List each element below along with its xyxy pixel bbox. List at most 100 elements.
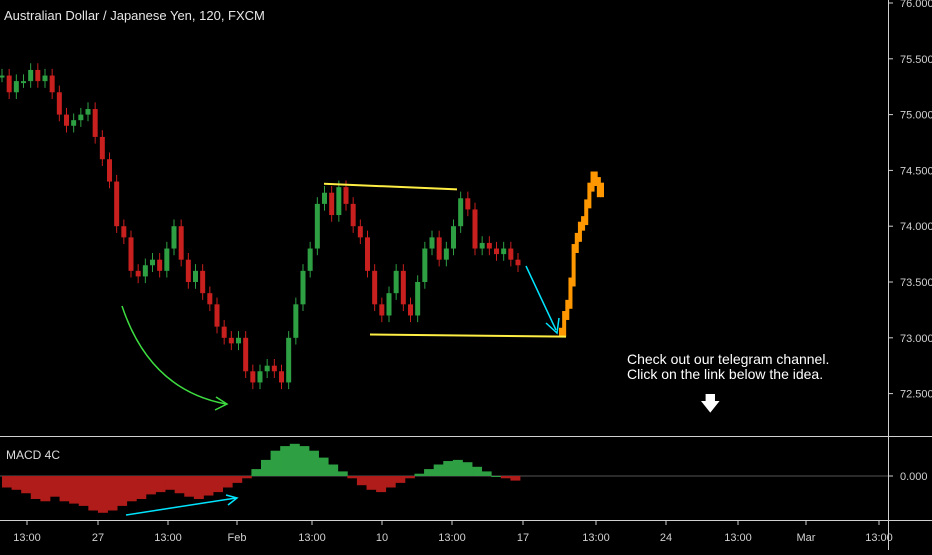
macd-bar <box>49 476 60 497</box>
candle-body <box>142 265 148 277</box>
candle-body <box>350 203 356 227</box>
candle-body <box>164 248 170 271</box>
candle-body <box>243 337 249 372</box>
macd-bar <box>203 476 214 496</box>
time-tick-label: 13:00 <box>298 532 326 544</box>
candle-body <box>400 270 406 305</box>
telegram-note-line2: Click on the link below the idea. <box>627 366 824 382</box>
candle-body <box>322 192 327 204</box>
candle-body <box>429 237 435 249</box>
candle-body <box>99 136 105 160</box>
time-tick-label: Feb <box>228 532 247 544</box>
candle-body <box>300 270 306 305</box>
macd-bar <box>481 471 492 476</box>
price-tick-label: 74.000 <box>900 221 932 233</box>
candle-body <box>451 226 456 249</box>
time-tick-label: 13:00 <box>154 532 182 544</box>
macd-bar <box>241 476 252 479</box>
candle-body <box>393 270 399 294</box>
candle-body <box>78 114 84 121</box>
candle-body <box>185 259 191 282</box>
macd-bar <box>376 476 387 493</box>
time-tick-label: 10 <box>376 532 388 544</box>
candle-body <box>64 114 69 126</box>
macd-bar <box>88 476 99 511</box>
macd-bar <box>11 476 22 490</box>
candle-body <box>408 304 413 316</box>
indicator-label: MACD 4C <box>6 448 61 462</box>
projection-bar <box>590 171 595 192</box>
price-tick-label: 73.000 <box>900 333 932 345</box>
macd-bar <box>155 476 166 493</box>
macd-bar <box>299 446 310 476</box>
candle-body <box>379 304 385 316</box>
candle-body <box>293 304 299 338</box>
macd-bar <box>107 476 118 511</box>
macd-bar <box>356 476 367 486</box>
macd-bar <box>136 476 147 499</box>
macd-bar <box>2 476 12 488</box>
candle-body <box>171 226 177 249</box>
cyan-arrow-line <box>525 265 557 331</box>
macd-bar <box>78 476 89 506</box>
candle-body <box>0 75 5 78</box>
chart-title: Australian Dollar / Japanese Yen, 120, F… <box>4 8 265 23</box>
projection-bar <box>562 311 567 337</box>
macd-bar <box>510 476 521 481</box>
trendline-top <box>323 182 458 191</box>
candle-body <box>6 75 12 93</box>
macd-bar <box>59 476 70 502</box>
macd-bar <box>462 462 473 476</box>
projection-bar <box>596 177 601 198</box>
macd-bar <box>337 471 348 476</box>
candle-body <box>314 203 320 249</box>
candle-body <box>501 248 507 255</box>
candle-body <box>343 187 349 204</box>
candle-body <box>221 326 227 338</box>
macd-bar <box>30 476 41 499</box>
candle-body <box>458 198 464 227</box>
candle-body <box>114 181 120 227</box>
candle-body <box>508 248 514 260</box>
candle-body <box>178 226 184 260</box>
candle-body <box>386 293 392 316</box>
projection-bar <box>600 182 604 198</box>
macd-bar <box>491 476 502 477</box>
macd-bar <box>69 476 80 504</box>
candle-body <box>372 270 378 305</box>
projection-bar <box>571 244 576 287</box>
macd-bar <box>280 446 291 476</box>
candle-body <box>71 120 77 126</box>
candle-body <box>92 109 98 137</box>
price-tick-label: 76.000 <box>900 0 932 10</box>
projection-bar <box>565 299 570 320</box>
candle-body <box>107 159 112 182</box>
candle-body <box>465 198 471 210</box>
candle-body <box>271 365 277 372</box>
macd-bar <box>472 466 483 476</box>
time-tick-label: 17 <box>517 532 529 544</box>
macd-bar <box>232 476 243 483</box>
candle-body <box>336 187 342 216</box>
candle-body <box>329 192 335 216</box>
projection-bar <box>574 232 579 253</box>
candle-body <box>21 81 26 84</box>
candle-body <box>436 237 442 260</box>
candle-body <box>415 282 421 316</box>
macd-bar <box>117 476 128 506</box>
time-tick-label: 13:00 <box>865 532 893 544</box>
price-tick-label: 74.500 <box>900 165 932 177</box>
time-tick-label: 13:00 <box>724 532 752 544</box>
macd-bar <box>289 443 300 476</box>
projection-bar <box>568 277 573 309</box>
macd-bar <box>433 464 444 476</box>
macd-bar <box>424 469 435 476</box>
candle-body <box>257 371 263 383</box>
macd-bar <box>414 473 425 476</box>
candle-body <box>236 337 241 344</box>
time-tick-label: 24 <box>660 532 672 544</box>
candle-body <box>250 371 256 383</box>
candle-body <box>472 209 478 249</box>
